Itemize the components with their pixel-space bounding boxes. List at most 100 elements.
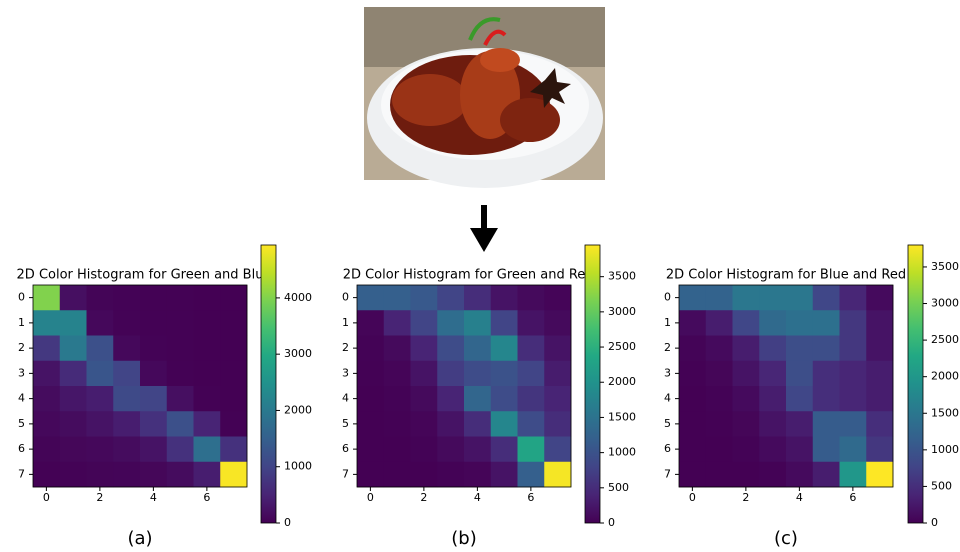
heatmap-cell	[679, 310, 706, 336]
heatmap-cell	[733, 285, 760, 311]
y-tick-label: 1	[342, 316, 349, 329]
heatmap-cell	[194, 361, 221, 387]
heatmap-cell	[113, 462, 140, 488]
heatmap-cell	[759, 310, 786, 336]
y-tick-label: 5	[664, 417, 671, 430]
heatmap-cell	[544, 437, 571, 463]
heatmap-cell	[759, 462, 786, 488]
heatmap-cell	[357, 462, 384, 488]
food-photo	[364, 7, 605, 188]
heatmap-cell	[759, 361, 786, 387]
heatmap-cell	[840, 437, 867, 463]
heatmap-cell	[786, 411, 813, 437]
x-tick-label: 6	[527, 491, 534, 504]
heatmap-cell	[167, 437, 194, 463]
y-tick-label: 6	[664, 442, 671, 455]
figure: 2D Color Histogram for Green and Blu0246…	[0, 0, 960, 552]
heatmap-cell	[679, 285, 706, 311]
heatmap-cell	[384, 462, 411, 488]
heatmap-cell	[706, 386, 733, 412]
heatmap-cell	[357, 285, 384, 311]
heatmap-cell	[384, 411, 411, 437]
heatmap-cell	[87, 336, 114, 362]
colorbar-tick-label: 0	[608, 516, 615, 529]
heatmap-cell	[840, 411, 867, 437]
heatmap-cell	[33, 437, 60, 463]
heatmap-cell	[113, 310, 140, 336]
heatmap-cell	[411, 310, 438, 336]
heatmap-cell	[733, 310, 760, 336]
caption: (c)	[774, 528, 798, 549]
colorbar-tick-label: 0	[931, 516, 938, 529]
heatmap-cell	[491, 285, 518, 311]
heatmap-cell	[491, 411, 518, 437]
heatmap-cell	[411, 462, 438, 488]
colorbar-tick-label: 1000	[284, 460, 312, 473]
heatmap-cell	[866, 336, 893, 362]
heatmap-cell	[60, 361, 87, 387]
heatmap-cell	[786, 386, 813, 412]
y-tick-label: 3	[664, 366, 671, 379]
heatmap-cell	[87, 361, 114, 387]
heatmap-cell	[384, 310, 411, 336]
x-tick-label: 4	[474, 491, 481, 504]
colorbar-tick-label: 2000	[284, 403, 312, 416]
heatmap-cell	[733, 361, 760, 387]
heatmap-cell	[840, 310, 867, 336]
heatmap-cell	[813, 285, 840, 311]
heatmap-cell	[87, 411, 114, 437]
heatmap-cell	[544, 411, 571, 437]
x-tick-label: 4	[796, 491, 803, 504]
colorbar	[261, 245, 276, 523]
heatmap-cell	[220, 336, 247, 362]
y-tick-label: 5	[342, 417, 349, 430]
heatmap-cell	[813, 462, 840, 488]
heatmap-cell	[544, 285, 571, 311]
heatmap-cell	[464, 462, 491, 488]
heatmap-cell	[786, 462, 813, 488]
x-tick-label: 2	[420, 491, 427, 504]
heatmap-cell	[113, 411, 140, 437]
heatmap-cell	[464, 285, 491, 311]
arrow	[470, 205, 498, 252]
heatmap-cell	[87, 310, 114, 336]
heatmap-cell	[384, 386, 411, 412]
heatmap-cell	[167, 361, 194, 387]
heatmap-cell	[437, 336, 464, 362]
heatmap-cell	[33, 285, 60, 311]
heatmap-cell	[518, 437, 545, 463]
heatmap-cell	[544, 310, 571, 336]
heatmap-cell	[194, 411, 221, 437]
heatmap-cell	[491, 310, 518, 336]
heatmap-cell	[357, 386, 384, 412]
heatmap-cell	[544, 336, 571, 362]
heatmap-cell	[87, 462, 114, 488]
y-tick-label: 0	[664, 291, 671, 304]
heatmap-cell	[140, 437, 167, 463]
heatmap-cell	[384, 285, 411, 311]
heatmap-cell	[33, 336, 60, 362]
heatmap-cell	[194, 386, 221, 412]
heatmap-cell	[167, 310, 194, 336]
heatmap-cell	[759, 285, 786, 311]
heatmap-cell	[167, 336, 194, 362]
heatmap-cell	[140, 462, 167, 488]
heatmap-cell	[60, 462, 87, 488]
x-tick-label: 4	[150, 491, 157, 504]
heatmap-cell	[518, 361, 545, 387]
heatmap-cell	[679, 437, 706, 463]
heatmap-cell	[33, 462, 60, 488]
heatmap-cell	[33, 386, 60, 412]
colorbar-tick-label: 1000	[931, 443, 959, 456]
heatmap-cell	[706, 411, 733, 437]
heatmap-cell	[464, 411, 491, 437]
heatmap-cell	[140, 336, 167, 362]
heatmap-cell	[840, 462, 867, 488]
heatmap-cell	[167, 462, 194, 488]
heatmap-cell	[87, 386, 114, 412]
heatmap-cell	[679, 361, 706, 387]
heatmap-cell	[194, 462, 221, 488]
y-tick-label: 4	[342, 392, 349, 405]
colorbar-tick-label: 2000	[608, 375, 636, 388]
heatmap-cell	[813, 386, 840, 412]
